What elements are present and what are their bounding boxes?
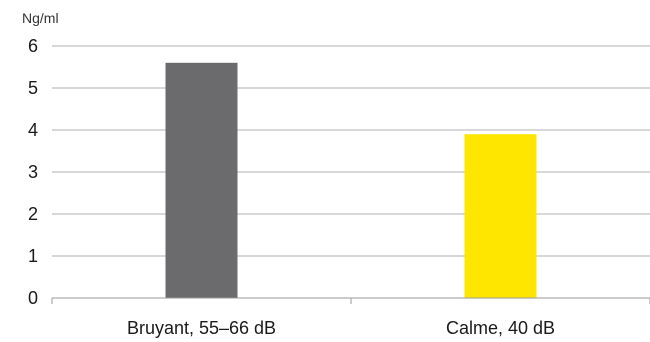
y-tick-label: 0: [28, 288, 38, 308]
category-label: Calme, 40 dB: [446, 318, 555, 338]
y-tick-label: 3: [28, 162, 38, 182]
y-unit-label: Ng/ml: [22, 10, 59, 26]
y-tick-label: 4: [28, 120, 38, 140]
y-tick-label: 2: [28, 204, 38, 224]
y-tick-label: 1: [28, 246, 38, 266]
category-labels: Bruyant, 55–66 dB Calme, 40 dB: [127, 318, 555, 338]
grid: [52, 45, 650, 257]
category-label: Bruyant, 55–66 dB: [127, 318, 276, 338]
y-tick-label: 5: [28, 78, 38, 98]
y-tick-labels: 0 1 2 3 4 5 6: [28, 36, 38, 308]
bar: [165, 62, 238, 298]
bars: [165, 62, 537, 298]
bar: [464, 134, 537, 298]
x-axis: [51, 297, 650, 304]
y-tick-label: 6: [28, 36, 38, 56]
